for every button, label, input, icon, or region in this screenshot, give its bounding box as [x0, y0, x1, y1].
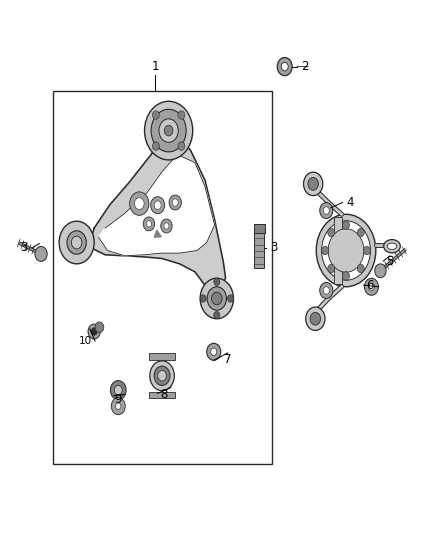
Circle shape [214, 311, 220, 319]
Circle shape [158, 370, 166, 381]
Bar [254, 228, 264, 268]
Circle shape [277, 58, 292, 76]
Circle shape [357, 264, 364, 273]
Polygon shape [99, 155, 215, 256]
Circle shape [164, 223, 169, 229]
Circle shape [114, 385, 122, 395]
Circle shape [328, 228, 335, 237]
Circle shape [328, 229, 364, 272]
Bar [149, 392, 175, 398]
Circle shape [214, 278, 220, 286]
Circle shape [35, 246, 47, 261]
Circle shape [328, 264, 335, 273]
Circle shape [116, 403, 121, 409]
Circle shape [310, 312, 321, 325]
Polygon shape [154, 230, 161, 237]
Text: 10: 10 [79, 336, 92, 346]
Circle shape [130, 192, 149, 215]
Circle shape [343, 221, 350, 229]
Text: 8: 8 [161, 388, 168, 401]
Circle shape [152, 111, 159, 119]
Circle shape [95, 322, 104, 333]
Bar [53, 91, 272, 464]
Circle shape [304, 172, 323, 196]
Bar [149, 353, 175, 360]
Circle shape [323, 287, 329, 294]
Circle shape [368, 283, 374, 290]
Circle shape [308, 177, 318, 190]
Circle shape [159, 119, 178, 142]
Text: 7: 7 [224, 353, 232, 366]
Circle shape [169, 195, 181, 210]
Circle shape [321, 246, 328, 255]
Circle shape [343, 272, 350, 280]
Circle shape [364, 246, 371, 255]
Ellipse shape [387, 243, 397, 249]
Circle shape [59, 221, 94, 264]
Circle shape [154, 201, 161, 209]
Circle shape [321, 221, 371, 280]
Circle shape [110, 381, 126, 400]
Text: 2: 2 [300, 60, 308, 73]
Text: 5: 5 [386, 255, 393, 268]
Circle shape [146, 221, 152, 227]
Circle shape [67, 231, 86, 254]
Circle shape [227, 295, 233, 302]
Polygon shape [90, 132, 226, 293]
Circle shape [281, 62, 288, 71]
Circle shape [323, 207, 329, 214]
Circle shape [143, 217, 155, 231]
Circle shape [212, 292, 222, 305]
Circle shape [145, 101, 193, 160]
Text: 4: 4 [346, 196, 354, 209]
Text: 3: 3 [270, 241, 277, 254]
Circle shape [111, 398, 125, 415]
Circle shape [357, 228, 364, 237]
Text: 1: 1 [152, 60, 159, 73]
Bar [254, 224, 265, 233]
Circle shape [154, 366, 170, 385]
Circle shape [200, 295, 206, 302]
Circle shape [178, 142, 185, 150]
Circle shape [178, 111, 185, 119]
Circle shape [152, 142, 159, 150]
Circle shape [150, 361, 174, 391]
Text: 3: 3 [21, 241, 28, 254]
Circle shape [211, 348, 217, 356]
Circle shape [161, 219, 172, 233]
Circle shape [71, 236, 82, 249]
Circle shape [151, 109, 186, 152]
Circle shape [151, 197, 165, 214]
Circle shape [134, 198, 144, 209]
Text: 6: 6 [366, 279, 374, 292]
Text: 9: 9 [114, 393, 122, 406]
Circle shape [88, 324, 100, 339]
Circle shape [207, 287, 226, 310]
Circle shape [364, 278, 378, 295]
Circle shape [306, 307, 325, 330]
Bar [334, 217, 342, 284]
Circle shape [172, 199, 178, 206]
Circle shape [207, 343, 221, 360]
Circle shape [164, 125, 173, 136]
Ellipse shape [384, 239, 400, 253]
Circle shape [91, 328, 97, 335]
Circle shape [316, 214, 376, 287]
Circle shape [375, 264, 386, 278]
Circle shape [320, 282, 333, 298]
Circle shape [200, 278, 233, 319]
Circle shape [320, 203, 333, 219]
